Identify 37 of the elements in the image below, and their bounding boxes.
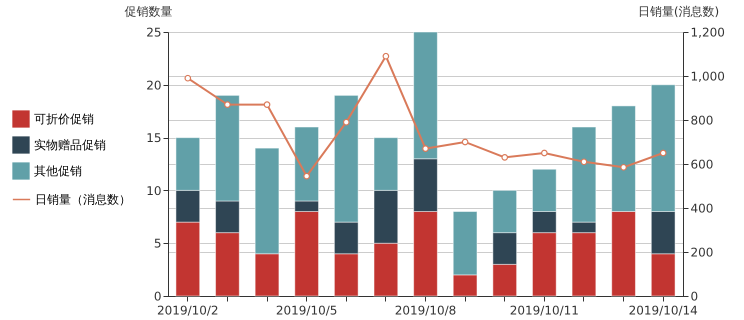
- y-axis-title: 促销数量: [124, 4, 172, 18]
- y2-tick-label: 0: [690, 290, 698, 304]
- point: [660, 150, 667, 156]
- y-tick-label: 25: [146, 26, 162, 40]
- legend-label: 可折价促销: [34, 112, 94, 126]
- y-tick-label: 10: [146, 184, 162, 198]
- legend-label: 其他促销: [34, 164, 82, 178]
- y-tick-label: 20: [146, 78, 162, 92]
- point: [184, 74, 192, 82]
- point: [580, 158, 588, 166]
- x-tick-label: 2019/10/2: [157, 304, 219, 318]
- point: [422, 145, 429, 152]
- x-tick-label: 2019/10/11: [510, 304, 579, 318]
- point: [382, 52, 390, 60]
- y2-tick-label: 400: [690, 202, 714, 216]
- y2-axis-title: 日销量(消息数): [638, 4, 720, 18]
- legend-label: 日销量（消息数）: [35, 192, 131, 206]
- point: [620, 164, 627, 171]
- legend-label: 实物赠品促销: [34, 138, 106, 152]
- y-tick-label: 15: [146, 131, 162, 146]
- point: [303, 172, 310, 180]
- x-tick-label: 2019/10/8: [394, 304, 456, 318]
- y-tick-label: 5: [154, 236, 162, 251]
- y2-tick-label: 1,200: [690, 26, 725, 40]
- y-tick-label: 0: [154, 290, 162, 304]
- point: [541, 150, 548, 156]
- y2-tick-label: 800: [690, 114, 714, 128]
- point: [264, 101, 270, 108]
- y2-tick-label: 600: [690, 158, 714, 172]
- y2-tick-label: 1,000: [690, 70, 725, 84]
- x-tick-label: 2019/10/14: [628, 304, 698, 318]
- point: [462, 138, 468, 146]
- point: [501, 154, 508, 161]
- point: [342, 118, 350, 126]
- point: [224, 101, 231, 108]
- y2-tick-label: 200: [690, 246, 714, 260]
- x-tick-label: 2019/10/5: [276, 304, 338, 318]
